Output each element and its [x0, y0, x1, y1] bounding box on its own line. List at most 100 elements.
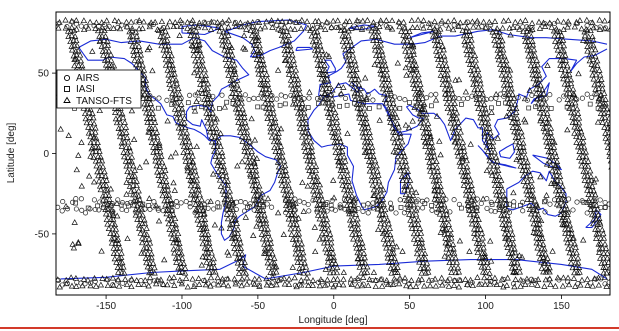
tanso-point [133, 277, 140, 283]
tanso-point [129, 173, 136, 179]
tanso-point [332, 143, 339, 150]
tanso-point [300, 249, 307, 256]
tanso-point [269, 24, 276, 30]
tanso-point [558, 31, 565, 38]
tanso-point [520, 147, 528, 154]
tanso-point [382, 211, 389, 218]
tanso-point [414, 230, 421, 237]
tanso-point [266, 86, 273, 92]
tanso-point [242, 152, 250, 159]
tanso-point [135, 42, 143, 49]
tanso-point [243, 128, 251, 135]
tanso-point [415, 85, 422, 91]
tanso-point [440, 65, 447, 72]
tanso-point [202, 86, 209, 93]
tanso-point [357, 119, 365, 125]
tanso-point [546, 157, 553, 164]
tanso-point [208, 264, 215, 270]
tanso-point [514, 119, 522, 125]
tanso-point [153, 280, 160, 287]
tanso-point [522, 17, 529, 23]
tanso-point [95, 177, 103, 184]
tanso-point [512, 119, 520, 126]
tanso-point [134, 37, 142, 44]
tanso-point [309, 25, 316, 32]
tanso-point [572, 99, 579, 106]
tanso-point [415, 76, 423, 83]
tanso-point [577, 143, 585, 150]
tanso-point [534, 244, 541, 251]
tanso-point [258, 52, 265, 59]
tanso-point [354, 282, 361, 289]
tanso-point [207, 282, 214, 289]
tanso-point [322, 99, 329, 106]
tanso-point [215, 281, 222, 288]
tanso-point [536, 225, 544, 232]
tanso-point [165, 191, 173, 198]
tanso-point [192, 37, 199, 44]
tanso-point [113, 258, 120, 265]
tanso-point [541, 245, 548, 252]
tanso-point [99, 196, 107, 203]
tanso-point [219, 275, 226, 282]
tanso-point [523, 187, 530, 194]
tanso-point [414, 235, 422, 241]
tanso-point [332, 134, 339, 140]
tanso-point [385, 240, 392, 246]
tanso-point [194, 66, 201, 73]
tanso-point [132, 28, 140, 35]
coastline-path [181, 24, 221, 36]
tanso-point [580, 143, 588, 150]
tanso-point [391, 139, 398, 146]
tanso-point [281, 176, 288, 183]
tanso-point [170, 66, 177, 72]
tanso-point [341, 27, 348, 33]
tanso-point [508, 245, 515, 252]
tanso-point [204, 114, 211, 121]
tanso-point [317, 61, 324, 68]
tanso-point [533, 207, 540, 213]
tanso-point [342, 191, 349, 198]
tanso-point [483, 109, 490, 116]
tanso-point [565, 281, 573, 288]
tanso-point [402, 157, 409, 164]
tanso-point [238, 275, 246, 282]
tanso-point [347, 201, 354, 208]
tanso-point [193, 62, 200, 69]
tanso-point [164, 66, 171, 73]
tanso-point [115, 276, 122, 283]
tanso-point [312, 167, 320, 174]
tanso-point [116, 115, 123, 122]
tanso-point [204, 249, 212, 256]
tanso-point [426, 24, 434, 30]
tanso-point [228, 210, 235, 217]
tanso-point [290, 56, 297, 63]
tanso-point [439, 81, 446, 88]
tanso-point [318, 75, 325, 82]
tanso-point [383, 244, 390, 251]
tanso-point [443, 62, 450, 69]
tanso-point [500, 192, 507, 199]
tanso-point [366, 129, 373, 135]
tanso-point [523, 33, 531, 40]
tanso-point [236, 235, 243, 242]
tanso-point [323, 249, 331, 256]
tanso-point [219, 158, 227, 164]
tanso-point [436, 177, 443, 184]
tanso-point [170, 239, 177, 246]
tanso-point [363, 269, 371, 275]
tanso-point [228, 81, 235, 88]
tanso-point [268, 96, 275, 102]
tanso-point [275, 168, 283, 175]
tanso-point [175, 104, 182, 111]
tanso-point [131, 172, 138, 179]
tanso-point [533, 239, 540, 246]
tanso-point [260, 61, 267, 68]
tanso-point [448, 269, 455, 275]
tanso-point [486, 274, 493, 281]
tanso-point [219, 152, 226, 159]
tanso-point [432, 172, 439, 179]
tanso-point [193, 32, 201, 39]
tanso-point [529, 41, 537, 48]
tanso-point [428, 138, 435, 145]
